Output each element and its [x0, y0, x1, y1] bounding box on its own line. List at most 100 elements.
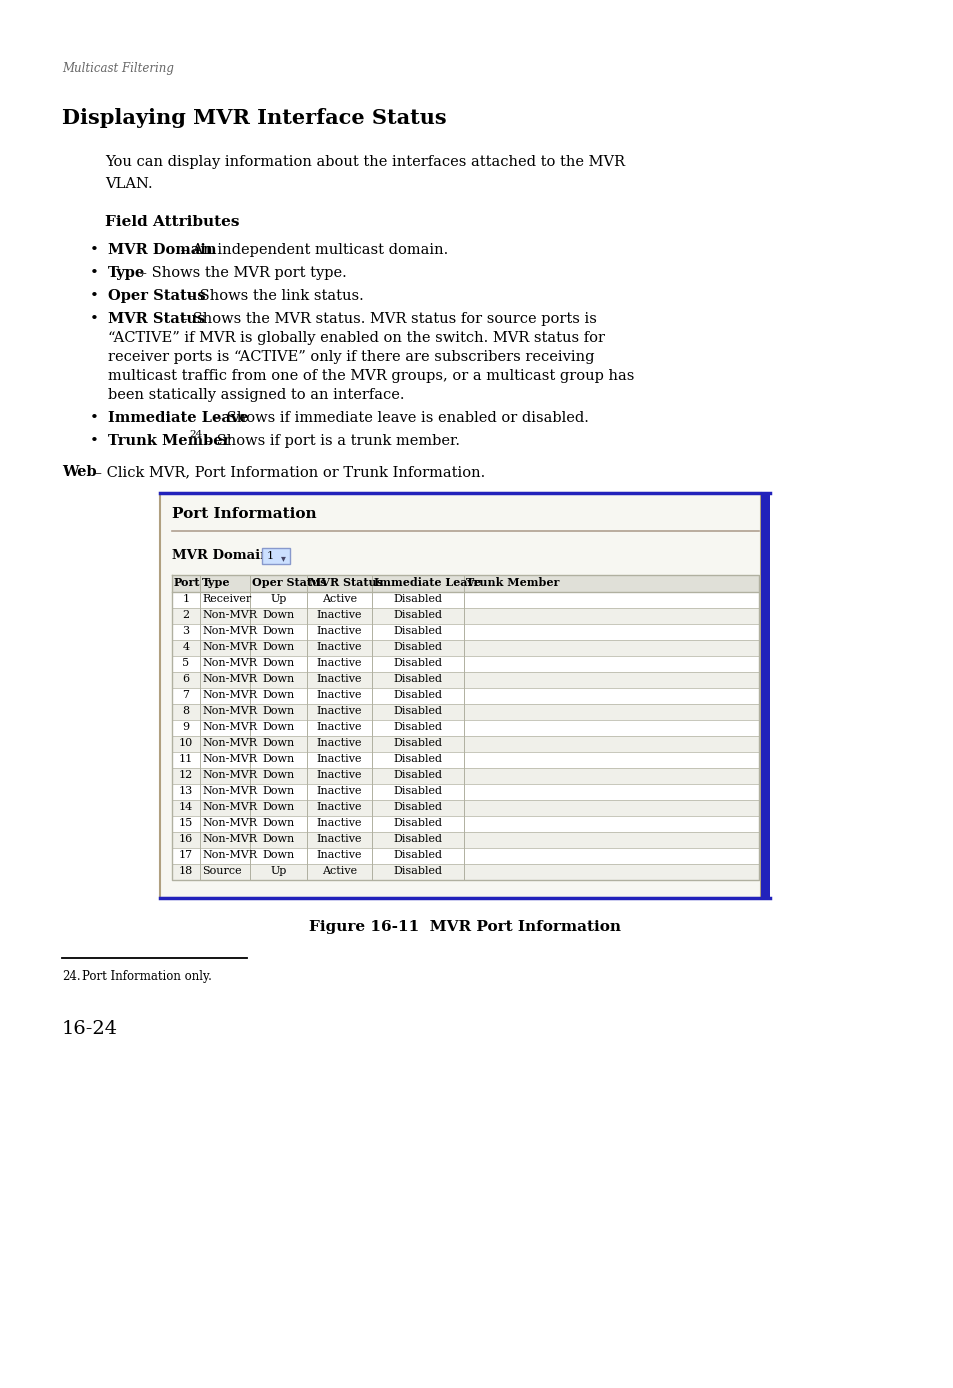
- Text: Inactive: Inactive: [316, 738, 362, 748]
- Text: Down: Down: [262, 802, 294, 812]
- Text: Non-MVR: Non-MVR: [202, 690, 256, 700]
- Text: 24: 24: [190, 430, 203, 439]
- Text: You can display information about the interfaces attached to the MVR: You can display information about the in…: [105, 155, 624, 169]
- Text: Disabled: Disabled: [393, 706, 442, 716]
- Text: Down: Down: [262, 818, 294, 829]
- Text: 7: 7: [182, 690, 190, 700]
- Text: Trunk Member: Trunk Member: [465, 577, 558, 589]
- Text: 9: 9: [182, 722, 190, 731]
- Text: 18: 18: [178, 866, 193, 876]
- Text: – Click MVR, Port Information or Trunk Information.: – Click MVR, Port Information or Trunk I…: [90, 465, 485, 479]
- Text: Port: Port: [173, 577, 200, 589]
- Text: 10: 10: [178, 738, 193, 748]
- Text: Active: Active: [321, 594, 356, 604]
- Text: – Shows the link status.: – Shows the link status.: [183, 289, 363, 303]
- Text: – Shows the MVR port type.: – Shows the MVR port type.: [135, 266, 347, 280]
- Text: Immediate Leave: Immediate Leave: [374, 577, 480, 589]
- Bar: [172, 848, 759, 863]
- Text: Disabled: Disabled: [393, 818, 442, 829]
- Text: Disabled: Disabled: [393, 754, 442, 763]
- Text: Disabled: Disabled: [393, 609, 442, 620]
- Text: Non-MVR: Non-MVR: [202, 643, 256, 652]
- Text: Down: Down: [262, 738, 294, 748]
- Text: Inactive: Inactive: [316, 609, 362, 620]
- Text: MVR Domain: MVR Domain: [108, 243, 216, 257]
- Text: Disabled: Disabled: [393, 690, 442, 700]
- Text: 2: 2: [182, 609, 190, 620]
- Text: Non-MVR: Non-MVR: [202, 722, 256, 731]
- Text: Down: Down: [262, 722, 294, 731]
- Text: Inactive: Inactive: [316, 802, 362, 812]
- Text: Disabled: Disabled: [393, 786, 442, 795]
- Text: Disabled: Disabled: [393, 849, 442, 861]
- Text: 6: 6: [182, 675, 190, 684]
- Text: Immediate Leave: Immediate Leave: [108, 411, 249, 425]
- Text: ▾: ▾: [281, 552, 286, 564]
- Text: Inactive: Inactive: [316, 675, 362, 684]
- Text: Inactive: Inactive: [316, 754, 362, 763]
- Text: Disabled: Disabled: [393, 594, 442, 604]
- Text: Down: Down: [262, 690, 294, 700]
- Bar: [172, 752, 759, 768]
- Bar: [262, 548, 290, 564]
- Text: – Shows the MVR status. MVR status for source ports is: – Shows the MVR status. MVR status for s…: [175, 312, 597, 326]
- Bar: [172, 625, 759, 640]
- Text: Inactive: Inactive: [316, 722, 362, 731]
- Bar: [172, 593, 759, 608]
- Text: Multicast Filtering: Multicast Filtering: [62, 62, 173, 75]
- Bar: [172, 816, 759, 831]
- Text: Down: Down: [262, 849, 294, 861]
- Text: receiver ports is “ACTIVE” only if there are subscribers receiving: receiver ports is “ACTIVE” only if there…: [108, 350, 594, 364]
- Bar: [172, 831, 759, 848]
- Text: Inactive: Inactive: [316, 706, 362, 716]
- Text: •: •: [90, 312, 99, 326]
- Text: Active: Active: [321, 866, 356, 876]
- Text: Disabled: Disabled: [393, 658, 442, 668]
- Bar: [172, 863, 759, 880]
- Text: Receiver: Receiver: [202, 594, 251, 604]
- Text: •: •: [90, 289, 99, 303]
- Bar: [172, 704, 759, 720]
- Text: VLAN.: VLAN.: [105, 178, 152, 192]
- Text: 12: 12: [178, 770, 193, 780]
- Text: 24.: 24.: [62, 970, 81, 983]
- Text: MVR Status: MVR Status: [309, 577, 382, 589]
- Text: Disabled: Disabled: [393, 802, 442, 812]
- Text: Inactive: Inactive: [316, 786, 362, 795]
- Text: 8: 8: [182, 706, 190, 716]
- Text: Source: Source: [202, 866, 241, 876]
- Text: Down: Down: [262, 675, 294, 684]
- Text: Disabled: Disabled: [393, 770, 442, 780]
- Text: Non-MVR: Non-MVR: [202, 754, 256, 763]
- Text: Inactive: Inactive: [316, 626, 362, 636]
- Text: •: •: [90, 434, 99, 448]
- Text: – Shows if port is a trunk member.: – Shows if port is a trunk member.: [199, 434, 459, 448]
- Text: 16-24: 16-24: [62, 1020, 118, 1038]
- Text: Down: Down: [262, 770, 294, 780]
- Text: Disabled: Disabled: [393, 643, 442, 652]
- Text: Non-MVR: Non-MVR: [202, 738, 256, 748]
- Text: Disabled: Disabled: [393, 626, 442, 636]
- Text: Disabled: Disabled: [393, 738, 442, 748]
- Text: Down: Down: [262, 834, 294, 844]
- Bar: [172, 736, 759, 752]
- Bar: [172, 784, 759, 799]
- Text: – An independent multicast domain.: – An independent multicast domain.: [175, 243, 448, 257]
- Text: Inactive: Inactive: [316, 690, 362, 700]
- Text: Non-MVR: Non-MVR: [202, 675, 256, 684]
- Text: Up: Up: [270, 594, 287, 604]
- Text: Down: Down: [262, 609, 294, 620]
- Text: •: •: [90, 266, 99, 280]
- Text: Inactive: Inactive: [316, 770, 362, 780]
- Text: Inactive: Inactive: [316, 658, 362, 668]
- Text: Disabled: Disabled: [393, 675, 442, 684]
- Text: 16: 16: [178, 834, 193, 844]
- Text: Trunk Member: Trunk Member: [108, 434, 230, 448]
- Text: been statically assigned to an interface.: been statically assigned to an interface…: [108, 389, 404, 403]
- Text: Non-MVR: Non-MVR: [202, 706, 256, 716]
- Text: Disabled: Disabled: [393, 834, 442, 844]
- Text: Non-MVR: Non-MVR: [202, 658, 256, 668]
- Bar: [172, 608, 759, 625]
- Text: “ACTIVE” if MVR is globally enabled on the switch. MVR status for: “ACTIVE” if MVR is globally enabled on t…: [108, 330, 604, 346]
- Text: Down: Down: [262, 658, 294, 668]
